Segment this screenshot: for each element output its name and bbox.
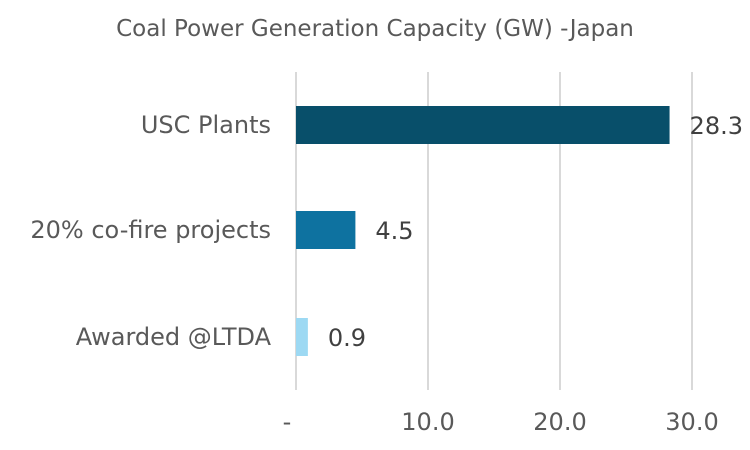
x-tick-label: 20.0: [533, 408, 586, 436]
data-label: 0.9: [328, 324, 366, 352]
bar: [296, 106, 670, 144]
data-label: 4.5: [375, 217, 413, 245]
data-label: 28.3: [690, 112, 743, 140]
category-label: Awarded @LTDA: [76, 323, 272, 351]
category-label: 20% co-fire projects: [30, 216, 271, 244]
chart-title: Coal Power Generation Capacity (GW) -Jap…: [116, 16, 634, 42]
x-tick-label: -: [283, 408, 292, 436]
bar: [296, 211, 356, 249]
x-tick-label: 30.0: [665, 408, 718, 436]
x-tick-label: 10.0: [401, 408, 454, 436]
bar: [296, 318, 308, 356]
category-label: USC Plants: [141, 111, 271, 139]
